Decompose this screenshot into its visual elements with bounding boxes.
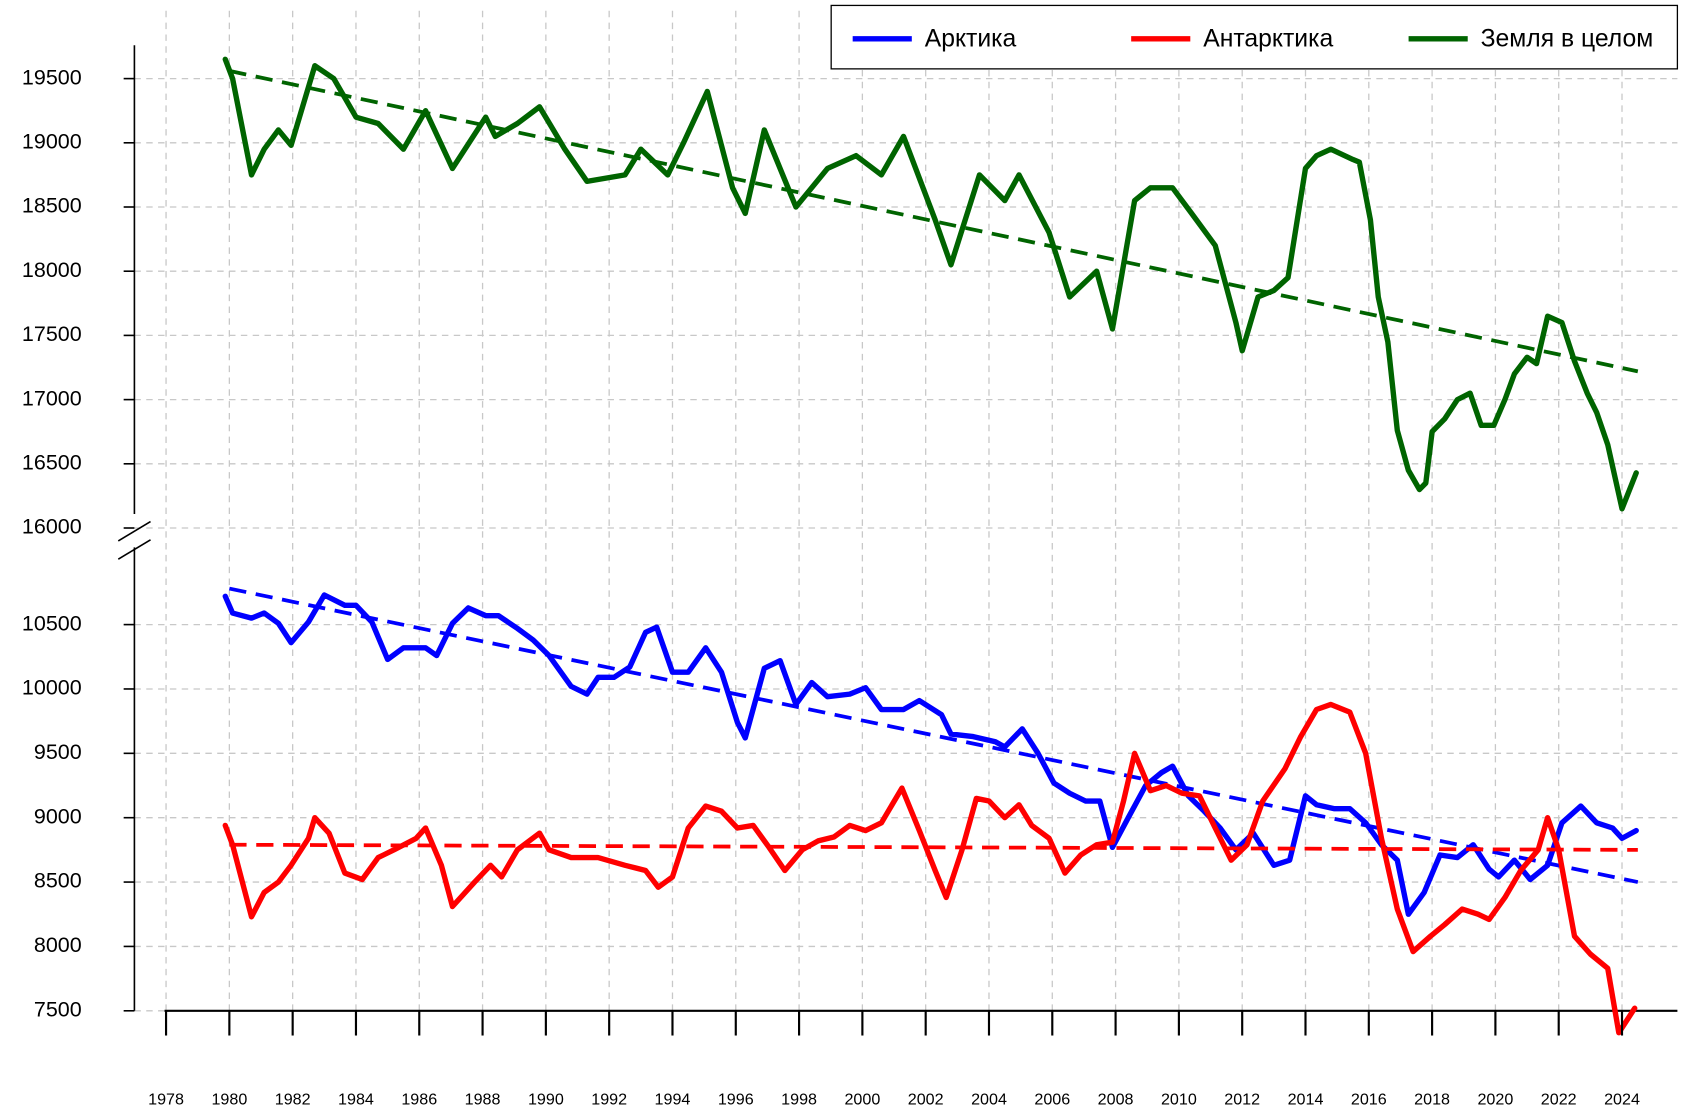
x-tick-label: 1978 <box>148 1090 184 1108</box>
x-tick-label: 1998 <box>781 1090 817 1108</box>
y-tick-label: 16000 <box>22 515 82 539</box>
x-tick-label: 2010 <box>1161 1090 1197 1108</box>
x-tick-label: 2006 <box>1034 1090 1070 1108</box>
legend-label: Антарктика <box>1203 25 1333 52</box>
x-tick-label: 2018 <box>1414 1090 1450 1108</box>
legend-label: Арктика <box>925 25 1017 52</box>
y-tick-label: 17500 <box>22 322 82 346</box>
x-tick-label: 2022 <box>1541 1090 1577 1108</box>
series-line <box>222 592 1639 917</box>
x-tick-label: 2020 <box>1477 1090 1513 1108</box>
grid <box>134 10 1678 1012</box>
y-tick-label: 10500 <box>22 611 82 635</box>
x-tick-label: 2016 <box>1351 1090 1387 1108</box>
legend-label: Земля в целом <box>1481 25 1654 52</box>
trend-line <box>228 586 1639 884</box>
y-tick-label: 7500 <box>34 997 82 1021</box>
y-tick-label: 9000 <box>34 804 82 828</box>
y-tick-label: 9500 <box>34 740 82 764</box>
x-tick-label: 2024 <box>1604 1090 1640 1108</box>
y-tick-label: 16500 <box>22 450 82 474</box>
axis-break <box>117 520 151 542</box>
y-tick-label: 8500 <box>34 869 82 893</box>
y-tick-label: 10000 <box>22 676 82 700</box>
x-tick-label: 1996 <box>718 1090 754 1108</box>
x-tick-label: 2002 <box>908 1090 944 1108</box>
legend-items: Арктика Антарктика Земля в целом <box>852 25 1654 52</box>
y-tick-label: 19000 <box>22 129 82 153</box>
x-tick-label: 1982 <box>275 1090 311 1108</box>
series-line <box>222 701 1638 1036</box>
y-tick-label: 19500 <box>22 65 82 89</box>
trend-line <box>229 842 1638 852</box>
y-tick-label: 18000 <box>22 258 82 282</box>
y-tick-label: 17000 <box>22 386 82 410</box>
y-tick-label: 8000 <box>34 933 82 957</box>
series-line <box>222 56 1639 512</box>
plot <box>222 56 1639 1036</box>
x-tick-label: 1994 <box>655 1090 691 1108</box>
x-tick-label: 2012 <box>1224 1090 1260 1108</box>
x-tick-label: 2008 <box>1098 1090 1134 1108</box>
x-tick-label: 1980 <box>211 1090 247 1108</box>
y-tick-label: 18500 <box>22 194 82 218</box>
x-tick-label: 1988 <box>465 1090 501 1108</box>
x-tick-label: 2014 <box>1288 1090 1324 1108</box>
x-tick-label: 2000 <box>844 1090 880 1108</box>
x-tick-label: 1984 <box>338 1090 374 1108</box>
x-tick-label: 1986 <box>401 1090 437 1108</box>
x-tick-label: 1992 <box>591 1090 627 1108</box>
x-tick-label: 2004 <box>971 1090 1007 1108</box>
axis-break <box>117 539 151 560</box>
legend <box>830 4 1679 70</box>
x-tick-label: 1990 <box>528 1090 564 1108</box>
